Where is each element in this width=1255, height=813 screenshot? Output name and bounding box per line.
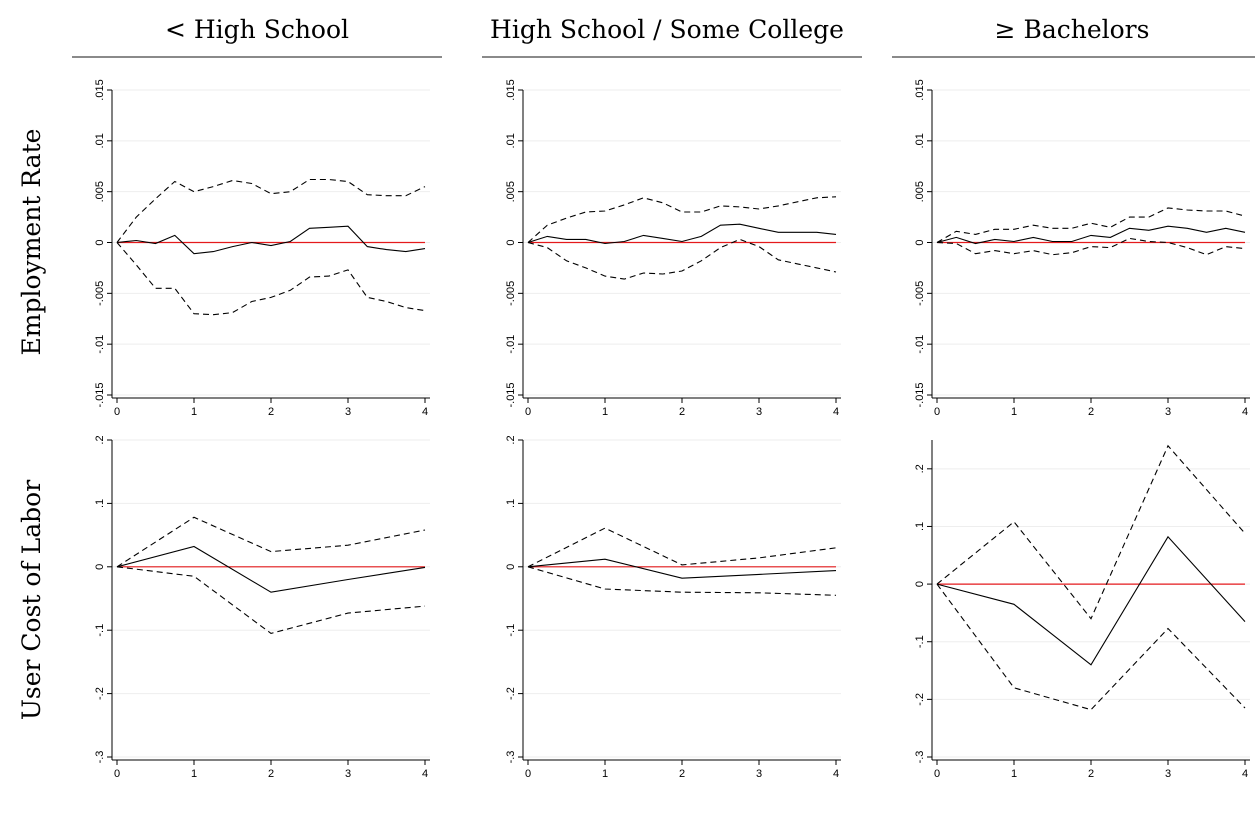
y-tick-label: .2 (914, 464, 926, 473)
y-tick-label: -.2 (914, 693, 926, 706)
x-tick-label: 4 (422, 768, 428, 780)
column-title: ≥ Bachelors (995, 15, 1150, 44)
series-line (936, 225, 1246, 245)
series-line (936, 535, 1246, 666)
y-tick-label: -.015 (914, 382, 926, 407)
series-line (116, 545, 426, 593)
y-tick-label: -.01 (914, 335, 926, 354)
x-tick-label: 0 (114, 768, 120, 780)
y-tick-label: 0 (94, 239, 106, 245)
y-tick-label: -.005 (505, 281, 517, 306)
x-tick-label: 1 (1011, 406, 1017, 418)
y-tick-label: -.3 (505, 751, 517, 764)
y-tick-label: .1 (914, 522, 926, 531)
y-tick-label: .01 (914, 133, 926, 148)
series-line (116, 516, 426, 568)
row-title: User Cost of Labor (17, 480, 46, 720)
x-tick-label: 0 (114, 406, 120, 418)
column-title: < High School (165, 15, 349, 44)
y-tick-label: -.1 (914, 635, 926, 648)
x-tick-label: 0 (934, 406, 940, 418)
x-tick-label: 2 (679, 768, 685, 780)
y-tick-label: .005 (914, 181, 926, 202)
y-tick-label: -.015 (505, 382, 517, 407)
x-tick-label: 0 (525, 406, 531, 418)
x-tick-label: 4 (1242, 768, 1248, 780)
x-tick-label: 0 (525, 768, 531, 780)
x-tick-label: 1 (1011, 768, 1017, 780)
y-tick-label: 0 (505, 239, 517, 245)
series-line (936, 583, 1246, 711)
y-tick-label: -.3 (914, 751, 926, 764)
y-tick-label: .005 (94, 181, 106, 202)
x-tick-label: 2 (679, 406, 685, 418)
y-tick-label: .005 (505, 181, 517, 202)
x-tick-label: 3 (756, 768, 762, 780)
y-tick-label: .01 (94, 133, 106, 148)
series-line (527, 558, 837, 579)
y-tick-label: .015 (94, 79, 106, 100)
x-tick-label: 2 (268, 768, 274, 780)
y-tick-label: -.015 (94, 382, 106, 407)
y-tick-label: .2 (505, 435, 517, 444)
y-tick-label: 0 (914, 581, 926, 587)
y-tick-label: .1 (94, 499, 106, 508)
y-tick-label: .015 (505, 79, 517, 100)
y-tick-label: -.01 (94, 335, 106, 354)
x-tick-label: 2 (268, 406, 274, 418)
column-title: High School / Some College (490, 15, 844, 44)
x-tick-label: 3 (345, 406, 351, 418)
series-line (936, 207, 1246, 243)
y-tick-label: 0 (914, 239, 926, 245)
series-line (116, 242, 426, 316)
x-tick-label: 3 (345, 768, 351, 780)
y-tick-label: -.1 (94, 624, 106, 637)
series-line (527, 238, 837, 280)
x-tick-label: 4 (833, 768, 839, 780)
row-title: Employment Rate (17, 129, 46, 356)
series-line (936, 444, 1246, 620)
x-tick-label: 2 (1088, 406, 1094, 418)
series-line (116, 178, 426, 243)
x-tick-label: 4 (422, 406, 428, 418)
y-tick-label: .015 (914, 79, 926, 100)
y-tick-label: .01 (505, 133, 517, 148)
series-line (527, 196, 837, 243)
y-tick-label: -.2 (94, 687, 106, 700)
y-tick-label: 0 (94, 564, 106, 570)
series-line (116, 225, 426, 255)
x-tick-label: 2 (1088, 768, 1094, 780)
x-tick-label: 1 (602, 768, 608, 780)
x-tick-label: 4 (1242, 406, 1248, 418)
series-line (527, 527, 837, 568)
y-tick-label: -.2 (505, 687, 517, 700)
y-tick-label: -.1 (505, 624, 517, 637)
x-tick-label: 3 (1165, 768, 1171, 780)
x-tick-label: 1 (602, 406, 608, 418)
series-line (936, 237, 1246, 256)
y-tick-label: .1 (505, 499, 517, 508)
series-line (527, 566, 837, 596)
x-tick-label: 3 (1165, 406, 1171, 418)
y-tick-label: -.005 (94, 281, 106, 306)
x-tick-label: 1 (191, 406, 197, 418)
series-line (527, 223, 837, 245)
y-tick-label: 0 (505, 564, 517, 570)
x-tick-label: 1 (191, 768, 197, 780)
y-tick-label: .2 (94, 435, 106, 444)
x-tick-label: 4 (833, 406, 839, 418)
y-tick-label: -.01 (505, 335, 517, 354)
x-tick-label: 0 (934, 768, 940, 780)
series-line (116, 566, 426, 634)
x-tick-label: 3 (756, 406, 762, 418)
y-tick-label: -.3 (94, 751, 106, 764)
y-tick-label: -.005 (914, 281, 926, 306)
